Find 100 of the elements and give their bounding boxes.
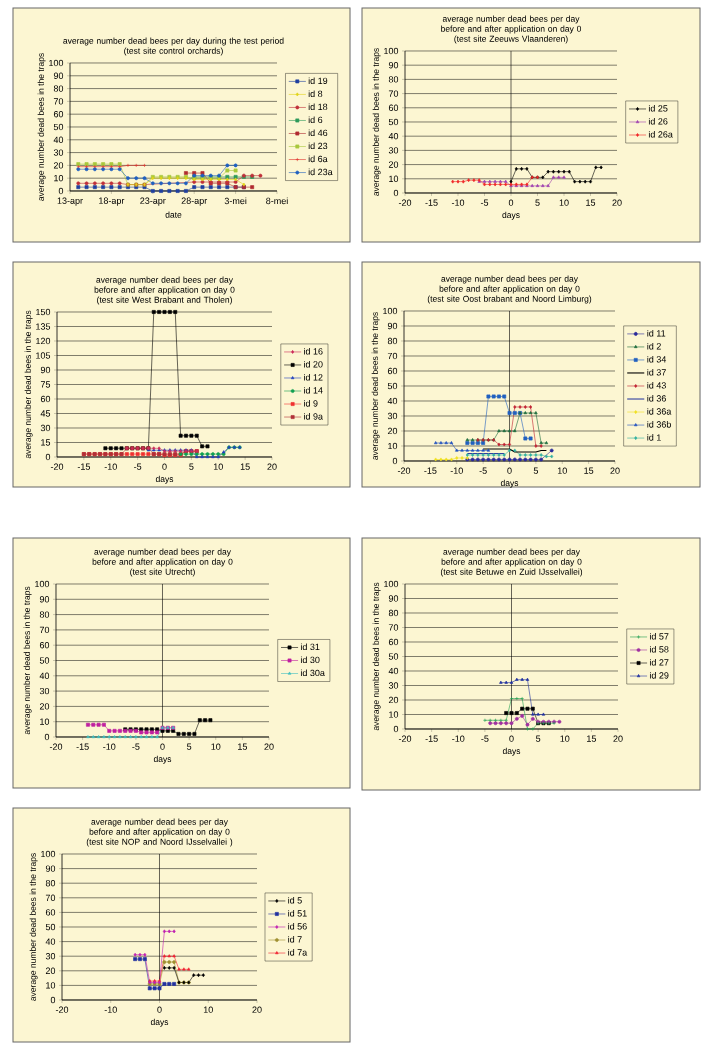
y-tick-label: 0 xyxy=(393,725,399,733)
y-tick-label: 30 xyxy=(388,682,399,689)
y-tick-label: 20 xyxy=(53,162,64,169)
y-tick-label: 90 xyxy=(53,72,64,79)
y-tick-label: 80 xyxy=(388,609,399,617)
y-tick-label: 40 xyxy=(388,667,399,675)
y-tick-label: 80 xyxy=(45,880,56,887)
y-tick-label: 120 xyxy=(36,337,51,345)
legend-label: id 6a xyxy=(308,155,328,163)
y-tick-label: 70 xyxy=(388,90,399,97)
y-tick-label: 50 xyxy=(387,382,398,390)
y-tick-label: 20 xyxy=(388,696,399,704)
legend-label: id 14 xyxy=(304,386,323,394)
x-axis-title: days xyxy=(155,475,174,484)
legend-label: id 58 xyxy=(649,645,669,653)
y-tick-label: 80 xyxy=(53,85,64,92)
chart-title: average number dead bees per day during the test period xyxy=(63,37,284,46)
x-tick-label: 5 xyxy=(186,743,192,750)
y-tick-label: 10 xyxy=(389,711,399,718)
x-tick-label: 20 xyxy=(610,467,620,474)
y-tick-label: 15 xyxy=(41,439,51,446)
legend-label: id 11 xyxy=(647,329,666,337)
x-tick-label: 10 xyxy=(560,735,570,742)
y-tick-label: 10 xyxy=(54,174,64,182)
x-tick-label: 15 xyxy=(586,199,596,206)
x-tick-label: 3-mei xyxy=(224,197,247,205)
y-tick-label: 80 xyxy=(39,611,50,618)
x-axis-title: days xyxy=(150,1018,169,1027)
x-tick-label: -20 xyxy=(50,463,64,470)
x-tick-label: 10 xyxy=(557,467,567,474)
x-tick-label: 15 xyxy=(238,743,247,750)
legend-label: id 36a xyxy=(647,408,672,415)
y-tick-label: 150 xyxy=(36,308,51,316)
chart-title: average number dead bees per day before and after application on day 0 xyxy=(94,276,235,295)
y-axis-title: average number dead bees in the traps xyxy=(29,853,38,1001)
y-tick-label: 0 xyxy=(45,453,51,461)
x-tick-label: -15 xyxy=(425,735,438,742)
y-axis-title: average number dead bees in the traps xyxy=(371,312,380,460)
legend-label: id 36b xyxy=(647,421,671,428)
y-tick-label: 70 xyxy=(39,626,50,634)
y-tick-label: 40 xyxy=(388,132,399,140)
y-tick-label: 70 xyxy=(388,624,399,631)
x-axis-title: days xyxy=(502,747,521,756)
x-tick-label: 5 xyxy=(535,199,540,206)
chart-subtitle: (test site Betuwe en Zuid IJsselvallei) xyxy=(440,568,583,577)
y-tick-label: 70 xyxy=(53,98,64,105)
legend-label: id 19 xyxy=(308,77,328,85)
chart-title: average number dead bees per day before and after application on day 0 xyxy=(441,15,582,34)
x-tick-label: -10 xyxy=(451,199,465,206)
y-tick-label: 70 xyxy=(387,352,398,360)
x-tick-label: -10 xyxy=(104,463,117,470)
y-tick-label: 90 xyxy=(387,322,398,330)
x-tick-label: 20 xyxy=(267,463,277,470)
y-tick-label: 60 xyxy=(388,104,399,111)
x-tick-label: 20 xyxy=(252,1006,262,1013)
x-tick-label: 13-apr xyxy=(57,197,83,206)
x-tick-label: 10 xyxy=(203,1006,213,1013)
y-tick-label: 30 xyxy=(53,149,64,156)
legend-label: id 36 xyxy=(647,395,666,402)
x-tick-label: -20 xyxy=(55,1006,69,1013)
x-tick-label: 0 xyxy=(509,735,514,742)
y-tick-label: 90 xyxy=(388,61,399,69)
y-tick-label: 60 xyxy=(45,909,56,916)
legend-label: id 7a xyxy=(288,949,308,956)
y-tick-label: 30 xyxy=(39,687,50,695)
chart-title: average number dead bees per day before and after application on day 0 xyxy=(89,818,230,837)
y-tick-label: 90 xyxy=(388,595,399,602)
legend-label: id 37 xyxy=(647,368,666,376)
y-tick-label: 45 xyxy=(40,410,51,417)
legend-label: id 43 xyxy=(647,381,666,389)
legend-label: id 8 xyxy=(308,90,323,98)
y-axis-title: average number dead bees in the traps xyxy=(37,53,46,201)
y-tick-label: 0 xyxy=(58,187,64,195)
y-tick-label: 90 xyxy=(40,366,51,374)
y-tick-label: 60 xyxy=(39,642,50,649)
chart-title: average number dead bees per day before and after application on day 0 xyxy=(92,548,233,567)
x-tick-label: -10 xyxy=(452,735,465,742)
y-tick-label: 30 xyxy=(387,412,398,420)
x-tick-label: -5 xyxy=(480,199,489,206)
y-tick-label: 30 xyxy=(388,147,399,154)
y-tick-label: 0 xyxy=(50,996,56,1004)
y-tick-label: 80 xyxy=(387,337,398,345)
y-tick-label: 40 xyxy=(45,938,56,945)
legend-label: id 23a xyxy=(308,168,333,176)
y-tick-label: 75 xyxy=(40,381,51,388)
x-tick-label: 5 xyxy=(535,735,541,742)
x-tick-label: 10 xyxy=(211,743,221,750)
y-tick-label: 80 xyxy=(388,76,399,83)
x-tick-label: -15 xyxy=(425,199,438,206)
y-tick-label: 105 xyxy=(36,352,51,359)
legend-label: id 12 xyxy=(304,373,323,381)
legend-label: id 7 xyxy=(288,936,302,943)
legend-label: id 16 xyxy=(304,347,323,355)
y-tick-label: 50 xyxy=(53,123,64,131)
x-tick-label: 5 xyxy=(189,463,194,470)
legend-label: id 9 xyxy=(304,400,318,407)
legend-label: id 23 xyxy=(308,142,328,150)
chart-subtitle: (test site Oost brabant and Noord Limburg) xyxy=(427,295,592,304)
y-tick-label: 90 xyxy=(45,865,56,872)
chart-subtitle: (test site Zeeuws Vlaanderen) xyxy=(454,35,568,44)
